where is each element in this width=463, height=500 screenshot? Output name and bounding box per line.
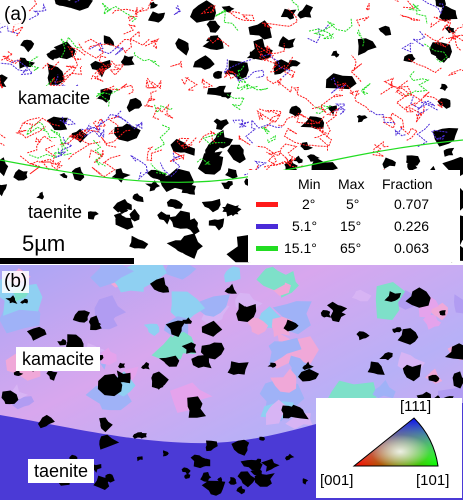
legend-swatch-red bbox=[256, 202, 278, 207]
legend-max: 65° bbox=[340, 240, 362, 256]
panel-a-boundary-map: (a) kamacite taenite 5µm Min Max Fractio… bbox=[0, 0, 463, 265]
legend-header-max: Max bbox=[338, 176, 365, 192]
legend-row-blue: 5.1° 15° 0.226 bbox=[248, 216, 460, 236]
legend-row-green: 15.1° 65° 0.063 bbox=[248, 238, 460, 258]
ipf-color-key: [111] [001] [101] bbox=[316, 398, 462, 498]
ipf-label-001: [001] bbox=[320, 472, 354, 489]
panel-a-kamacite-label: kamacite bbox=[12, 86, 97, 110]
legend-header-min: Min bbox=[298, 176, 321, 192]
legend-min: 15.1° bbox=[284, 240, 317, 256]
ipf-label-101: [101] bbox=[416, 472, 450, 489]
scale-bar bbox=[0, 258, 134, 264]
legend-header-fraction: Fraction bbox=[382, 176, 433, 192]
legend-swatch-blue bbox=[256, 224, 278, 229]
legend-fraction: 0.063 bbox=[394, 240, 430, 256]
panel-b-letter: (b) bbox=[2, 271, 30, 293]
legend-fraction: 0.226 bbox=[394, 218, 430, 234]
ipf-label-111: [111] bbox=[400, 398, 432, 415]
legend-min: 5.1° bbox=[292, 218, 318, 234]
legend-header: Min Max Fraction bbox=[248, 174, 460, 194]
misorientation-legend: Min Max Fraction 2° 5° 0.707 5.1° 15° 0.… bbox=[248, 170, 460, 262]
panel-a-letter: (a) bbox=[2, 4, 30, 26]
scale-bar-label: 5µm bbox=[22, 231, 66, 256]
legend-row-red: 2° 5° 0.707 bbox=[248, 194, 460, 214]
panel-a-taenite-label: taenite bbox=[22, 200, 89, 224]
panel-b-kamacite-label: kamacite bbox=[16, 347, 101, 371]
legend-swatch-green bbox=[256, 246, 278, 251]
legend-max: 15° bbox=[340, 218, 362, 234]
legend-min: 2° bbox=[302, 196, 316, 212]
legend-max: 5° bbox=[346, 196, 360, 212]
panel-b-taenite-label: taenite bbox=[28, 459, 95, 483]
legend-fraction: 0.707 bbox=[394, 196, 430, 212]
ipf-triangle bbox=[352, 417, 439, 467]
